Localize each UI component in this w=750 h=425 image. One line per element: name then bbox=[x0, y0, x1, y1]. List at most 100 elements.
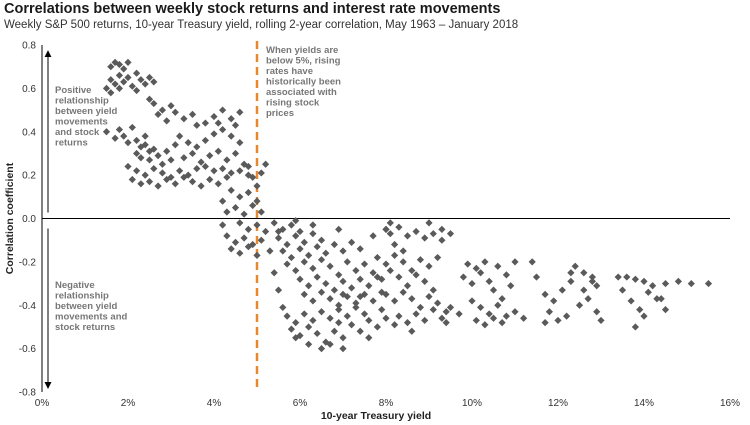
data-point bbox=[352, 303, 360, 312]
data-point bbox=[128, 82, 136, 90]
data-point bbox=[201, 136, 209, 145]
data-point bbox=[511, 258, 519, 266]
data-point bbox=[326, 340, 334, 348]
data-point bbox=[188, 110, 197, 118]
data-point bbox=[511, 308, 519, 316]
data-point bbox=[558, 286, 566, 294]
data-point bbox=[640, 312, 648, 320]
data-point bbox=[429, 305, 437, 314]
data-point bbox=[545, 308, 553, 316]
data-point bbox=[227, 115, 235, 123]
data-point bbox=[206, 152, 214, 160]
data-point bbox=[541, 319, 549, 327]
data-point bbox=[176, 167, 184, 175]
threshold-note: rates have bbox=[266, 66, 313, 77]
data-point bbox=[274, 286, 283, 294]
data-point bbox=[588, 273, 596, 281]
data-point bbox=[356, 327, 364, 335]
data-point bbox=[661, 305, 670, 314]
data-point bbox=[498, 319, 506, 327]
x-tick-label: 16% bbox=[720, 398, 740, 409]
data-point bbox=[317, 345, 326, 353]
data-point bbox=[386, 219, 394, 227]
positive-note: Positive bbox=[55, 85, 91, 96]
data-point bbox=[618, 286, 627, 294]
data-point bbox=[163, 117, 171, 125]
data-point bbox=[468, 297, 476, 305]
data-point bbox=[416, 256, 424, 264]
data-point bbox=[563, 312, 571, 320]
data-point bbox=[309, 297, 317, 305]
data-point bbox=[227, 186, 235, 194]
data-point bbox=[571, 262, 579, 270]
data-point bbox=[348, 238, 356, 246]
data-point bbox=[421, 316, 429, 325]
y-tick-label: -0.4 bbox=[19, 301, 37, 312]
data-point bbox=[249, 173, 257, 181]
data-point bbox=[111, 80, 119, 88]
data-point bbox=[442, 319, 450, 327]
data-point bbox=[231, 204, 240, 212]
data-point bbox=[489, 314, 498, 322]
data-point bbox=[335, 271, 343, 279]
data-point bbox=[244, 225, 252, 233]
data-point bbox=[391, 321, 399, 329]
data-point bbox=[257, 208, 265, 216]
data-point bbox=[180, 173, 188, 181]
data-point bbox=[597, 316, 605, 325]
data-point bbox=[446, 303, 455, 312]
data-point bbox=[554, 316, 562, 325]
data-point bbox=[210, 130, 218, 138]
data-point bbox=[339, 345, 347, 353]
data-point bbox=[348, 321, 356, 329]
data-point bbox=[378, 305, 386, 314]
data-point bbox=[107, 63, 115, 71]
data-point bbox=[300, 238, 308, 246]
x-tick-label: 8% bbox=[379, 398, 394, 409]
data-point bbox=[214, 180, 222, 188]
data-point bbox=[219, 106, 227, 114]
data-point bbox=[425, 219, 433, 227]
data-point bbox=[408, 295, 416, 303]
data-point bbox=[352, 299, 360, 307]
data-point bbox=[133, 167, 141, 175]
data-point bbox=[193, 121, 201, 129]
data-point bbox=[257, 169, 265, 177]
data-point bbox=[210, 167, 218, 175]
y-tick-label: -0.8 bbox=[19, 388, 37, 399]
data-point bbox=[631, 323, 639, 331]
x-tick-label: 2% bbox=[121, 398, 136, 409]
data-point bbox=[171, 180, 179, 188]
data-point bbox=[244, 162, 252, 171]
data-point bbox=[154, 110, 162, 118]
data-point bbox=[274, 227, 283, 236]
threshold-note: below 5%, rising bbox=[266, 56, 341, 67]
data-point bbox=[588, 277, 596, 285]
data-point bbox=[115, 125, 123, 134]
data-point bbox=[343, 292, 351, 301]
data-point bbox=[158, 169, 166, 177]
data-point bbox=[274, 234, 283, 242]
data-point bbox=[429, 286, 437, 294]
data-point bbox=[253, 251, 261, 259]
data-point bbox=[150, 99, 158, 108]
data-point bbox=[270, 269, 278, 277]
data-point bbox=[395, 312, 403, 320]
data-point bbox=[279, 303, 287, 312]
data-point bbox=[644, 288, 652, 296]
data-point bbox=[365, 282, 373, 290]
data-point bbox=[167, 156, 175, 164]
positive-note: returns bbox=[55, 138, 88, 149]
y-tick-label: 0.4 bbox=[22, 127, 36, 138]
data-point bbox=[309, 264, 317, 272]
data-point bbox=[369, 232, 377, 240]
data-point bbox=[262, 227, 270, 236]
data-point bbox=[180, 154, 188, 162]
data-point bbox=[163, 147, 171, 155]
negative-note: relationship bbox=[55, 291, 109, 302]
data-point bbox=[412, 310, 420, 318]
threshold-note: prices bbox=[266, 108, 294, 119]
positive-note: between yield bbox=[55, 106, 117, 117]
data-point bbox=[322, 279, 330, 288]
data-point bbox=[580, 286, 588, 294]
